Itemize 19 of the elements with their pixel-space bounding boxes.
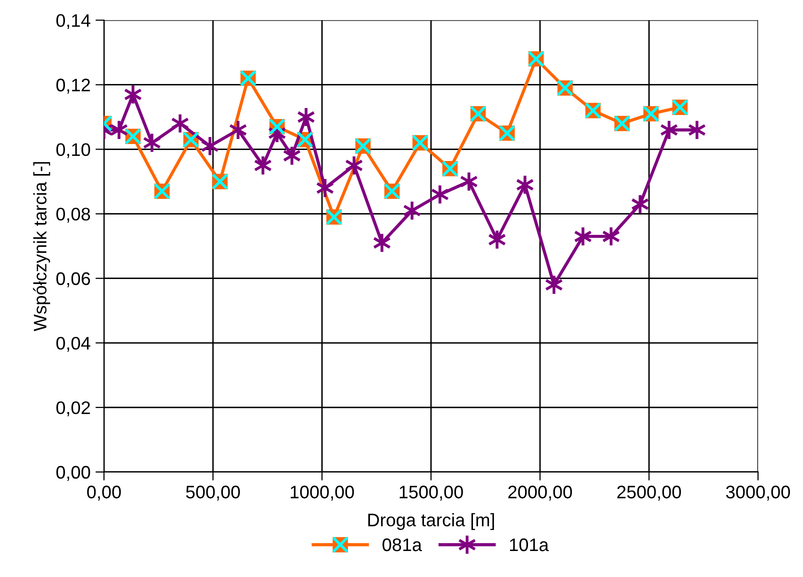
y-tick-label: 0,04 [56,336,90,352]
y-tick-label: 0,06 [56,272,90,288]
x-tick-label: 0,00 [87,486,121,501]
legend-label: 081a [382,538,422,552]
x-tick-label: 3000,00 [726,486,790,501]
y-tick-label: 0,12 [56,78,90,94]
y-tick-label: 0,10 [56,143,90,158]
y-tick-label: 0,08 [56,208,90,223]
legend-label: 101a [510,538,549,552]
y-axis-title: Współczynik tarcia [-] [33,162,50,332]
y-tick-label: 0,00 [56,466,90,481]
y-tick-label: 0,02 [56,401,90,416]
x-tick-label: 2000,00 [508,486,572,501]
x-tick-label: 500,00 [186,486,240,501]
y-tick-label: 0,14 [56,14,90,30]
x-axis-title: Droga tarcia [m] [368,513,494,530]
x-tick-label: 2500,00 [617,486,681,501]
x-tick-label: 1000,00 [290,486,354,501]
x-tick-label: 1500,00 [400,486,463,501]
